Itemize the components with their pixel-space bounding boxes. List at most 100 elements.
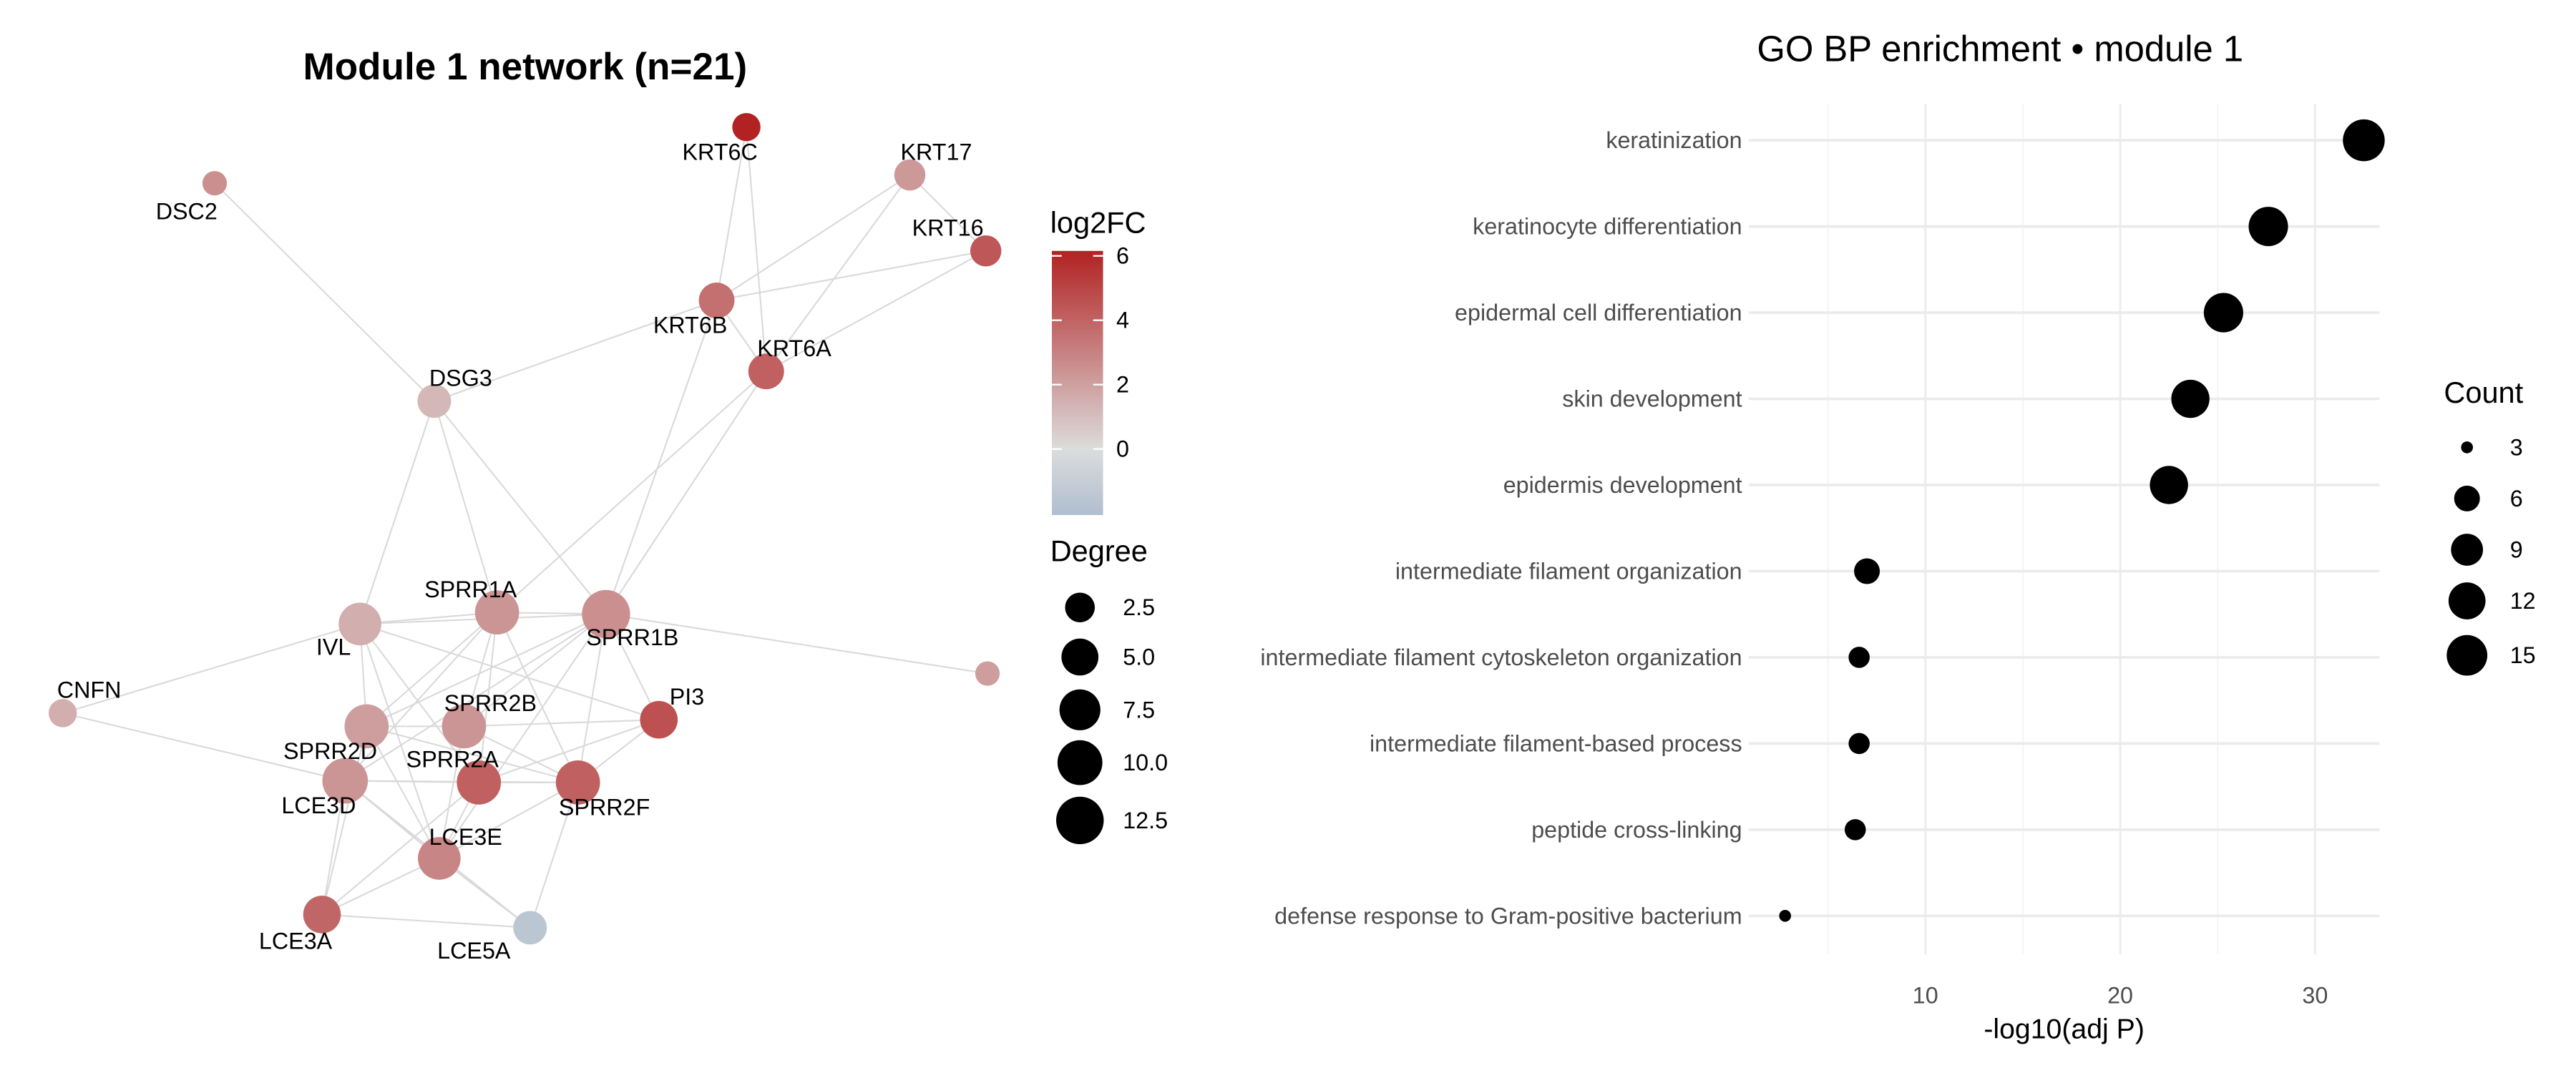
network-title: Module 1 network (n=21): [303, 46, 748, 88]
network-nodes: [48, 112, 1002, 945]
network-edge: [716, 174, 911, 301]
count-legend-key: [2446, 635, 2488, 676]
enrichment-point: [2203, 293, 2243, 333]
network-node: [457, 760, 502, 805]
count-legend-label: 15: [2510, 642, 2536, 668]
network-edge: [321, 726, 368, 915]
degree-legend-label: 10.0: [1123, 750, 1168, 775]
degree-legend-key: [1056, 796, 1104, 845]
enrichment-point: [1779, 910, 1792, 922]
network-node: [322, 758, 369, 804]
network-edge: [434, 401, 607, 615]
network-edge: [765, 175, 911, 372]
node-label: SPRR2D: [283, 738, 377, 764]
colorbar-tick-label: 2: [1116, 372, 1129, 398]
count-legend-key: [2461, 441, 2473, 454]
y-tick-label: intermediate filament cytoskeleton organ…: [1260, 645, 1742, 670]
network-labels: KRT6C KRT17 KRT16 DSC2 KRT6B KRT6A DSG3 SPRR1A S…: [57, 139, 984, 964]
network-edge: [344, 613, 607, 782]
network-node: [698, 283, 735, 318]
network-edge: [496, 371, 767, 613]
network-edge: [766, 250, 987, 373]
degree-legend-key: [1061, 638, 1099, 676]
y-tick-label: keratinization: [1606, 127, 1742, 153]
node-label: KRT6C: [683, 139, 758, 165]
node-label: LCE3E: [429, 824, 502, 850]
network-node: [441, 704, 487, 749]
count-legend: Count 3 6 9 12 15: [2444, 376, 2536, 676]
network-edge: [439, 781, 579, 859]
network-node: [513, 911, 547, 945]
network-edge: [214, 182, 435, 402]
count-legend-title: Count: [2444, 376, 2523, 409]
network-node: [555, 760, 600, 805]
degree-legend-title: Degree: [1050, 534, 1148, 568]
dotplot-x-title: -log10(adj P): [1984, 1014, 2145, 1045]
network-node: [303, 896, 341, 934]
dotplot-x-ticks: 10 20 30: [1913, 983, 2328, 1009]
network-node: [582, 589, 630, 639]
count-legend-key: [2454, 485, 2480, 511]
network-edge: [321, 913, 530, 929]
node-label: SPRR2B: [444, 690, 537, 716]
node-label: SPRR2A: [406, 747, 499, 773]
network-node: [48, 699, 77, 727]
count-legend-key: [2448, 582, 2486, 619]
log2fc-legend: log2FC 6 4 2 0: [1050, 205, 1146, 515]
degree-legend-label: 12.5: [1123, 808, 1168, 833]
node-label: KRT6A: [757, 335, 831, 361]
network-edge: [716, 127, 748, 301]
enrichment-point: [2248, 207, 2288, 247]
node-label: SPRR2F: [559, 794, 650, 820]
count-legend-label: 9: [2510, 536, 2523, 562]
network-edge: [344, 612, 498, 782]
network-edge: [716, 250, 986, 302]
y-tick-label: skin development: [1562, 386, 1742, 412]
network-edge: [321, 858, 440, 916]
network-edge: [478, 719, 660, 783]
colorbar-tick-label: 0: [1116, 436, 1129, 462]
enrichment-point: [1848, 733, 1870, 755]
network-node: [894, 159, 926, 191]
network-edges: [62, 127, 988, 929]
node-label: DSG3: [429, 365, 492, 391]
degree-legend-key: [1065, 592, 1095, 622]
network-node: [970, 235, 1002, 267]
colorbar-tick-label: 4: [1116, 308, 1129, 333]
degree-legend-label: 2.5: [1123, 594, 1155, 620]
count-legend-label: 12: [2510, 588, 2536, 614]
network-edge: [359, 623, 440, 859]
dotplot-title: GO BP enrichment • module 1: [1757, 28, 2243, 69]
network-edge: [366, 725, 440, 859]
network-edge: [496, 612, 579, 783]
node-label: LCE3A: [259, 928, 333, 954]
network-edge: [366, 613, 607, 727]
degree-legend-key: [1057, 740, 1103, 785]
network-edge: [366, 725, 578, 783]
network-edge: [62, 623, 361, 714]
x-tick-label: 10: [1913, 983, 1938, 1009]
network-node: [474, 590, 519, 635]
network-edge: [434, 300, 717, 402]
node-label: SPRR1A: [424, 577, 517, 602]
node-label: IVL: [316, 635, 351, 660]
network-edge: [529, 782, 579, 929]
count-legend-key: [2451, 534, 2484, 566]
network-edge: [463, 613, 607, 727]
x-tick-label: 20: [2107, 983, 2133, 1009]
log2fc-legend-title: log2FC: [1050, 205, 1146, 239]
y-tick-label: peptide cross-linking: [1531, 817, 1742, 843]
network-edge: [464, 719, 659, 727]
network-node: [344, 704, 389, 749]
enrichment-point: [1848, 647, 1870, 668]
node-label: KRT16: [912, 215, 984, 240]
y-tick-label: defense response to Gram-positive bacter…: [1274, 903, 1742, 929]
network-edge: [366, 612, 498, 727]
log2fc-colorbar: [1052, 250, 1103, 515]
network-edge: [478, 612, 498, 783]
node-label: PI3: [670, 684, 704, 710]
enrichment-point: [2171, 379, 2210, 418]
network-edge: [359, 612, 497, 625]
y-tick-label: epidermal cell differentiation: [1455, 300, 1742, 325]
